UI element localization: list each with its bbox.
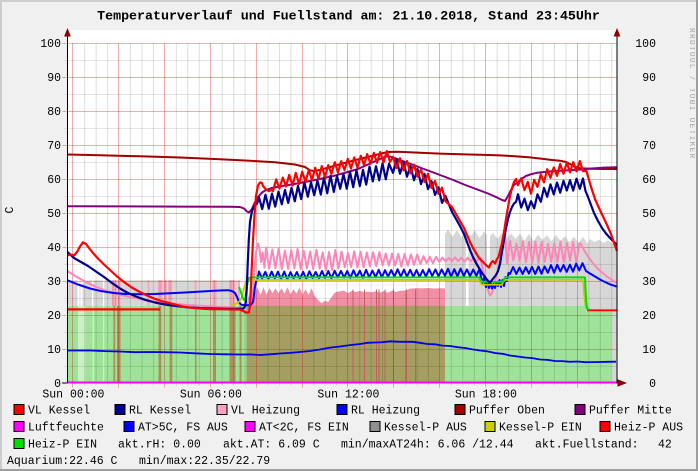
svg-text:Puffer Mitte: Puffer Mitte: [589, 405, 672, 418]
svg-text:40: 40: [47, 242, 61, 255]
svg-text:42: 42: [658, 439, 672, 452]
svg-text:90: 90: [642, 72, 656, 85]
svg-text:Heiz-P AUS: Heiz-P AUS: [614, 422, 683, 435]
svg-text:60: 60: [642, 174, 656, 187]
svg-text:VL Heizung: VL Heizung: [231, 405, 300, 418]
svg-text:40: 40: [642, 242, 656, 255]
svg-text:Sun 12:00: Sun 12:00: [317, 389, 379, 402]
svg-text:0: 0: [54, 378, 61, 391]
svg-text:RRDTOOL / TOBI OETIKER: RRDTOOL / TOBI OETIKER: [687, 28, 695, 160]
svg-text:60: 60: [47, 174, 61, 187]
svg-text:akt.Fuellstand:: akt.Fuellstand:: [535, 439, 639, 452]
svg-text:0: 0: [649, 378, 656, 391]
svg-text:30: 30: [47, 276, 61, 289]
svg-text:Aquarium:22.46 C: Aquarium:22.46 C: [7, 455, 118, 468]
svg-text:10: 10: [642, 344, 656, 357]
svg-text:min/max:22.35/22.79: min/max:22.35/22.79: [139, 455, 270, 468]
svg-text:akt.rH: 0.00: akt.rH: 0.00: [118, 439, 201, 452]
svg-text:Puffer Oben: Puffer Oben: [469, 405, 545, 418]
svg-text:80: 80: [47, 106, 61, 119]
svg-text:RL Heizung: RL Heizung: [351, 405, 420, 418]
svg-text:C: C: [4, 206, 17, 213]
svg-text:100: 100: [40, 38, 61, 51]
svg-text:20: 20: [47, 310, 61, 323]
svg-text:Luftfeuchte: Luftfeuchte: [28, 422, 104, 435]
svg-text:min/maxAT24h: 6.06 /12.44: min/maxAT24h: 6.06 /12.44: [341, 439, 514, 452]
svg-text:Sun 00:00: Sun 00:00: [42, 389, 104, 402]
svg-text:RL Kessel: RL Kessel: [129, 405, 191, 418]
svg-text:Heiz-P EIN: Heiz-P EIN: [28, 439, 97, 452]
svg-text:Kessel-P AUS: Kessel-P AUS: [384, 422, 467, 435]
svg-text:100: 100: [635, 38, 656, 51]
svg-text:50: 50: [47, 208, 61, 221]
svg-text:Sun 06:00: Sun 06:00: [180, 389, 242, 402]
svg-text:50: 50: [642, 208, 656, 221]
svg-text:70: 70: [47, 140, 61, 153]
svg-text:Kessel-P EIN: Kessel-P EIN: [499, 422, 582, 435]
svg-text:90: 90: [47, 72, 61, 85]
svg-text:20: 20: [642, 310, 656, 323]
svg-text:AT<2C, FS EIN: AT<2C, FS EIN: [259, 422, 349, 435]
svg-text:VL Kessel: VL Kessel: [28, 405, 90, 418]
svg-text:80: 80: [642, 106, 656, 119]
svg-text:Temperaturverlauf und Fuellsta: Temperaturverlauf und Fuellstand am: 21.…: [97, 9, 600, 24]
svg-text:70: 70: [642, 140, 656, 153]
svg-text:AT>5C, FS AUS: AT>5C, FS AUS: [138, 422, 228, 435]
svg-text:30: 30: [642, 276, 656, 289]
svg-text:Sun 18:00: Sun 18:00: [455, 389, 517, 402]
svg-text:akt.AT: 6.09 C: akt.AT: 6.09 C: [223, 439, 320, 452]
svg-text:10: 10: [47, 344, 61, 357]
